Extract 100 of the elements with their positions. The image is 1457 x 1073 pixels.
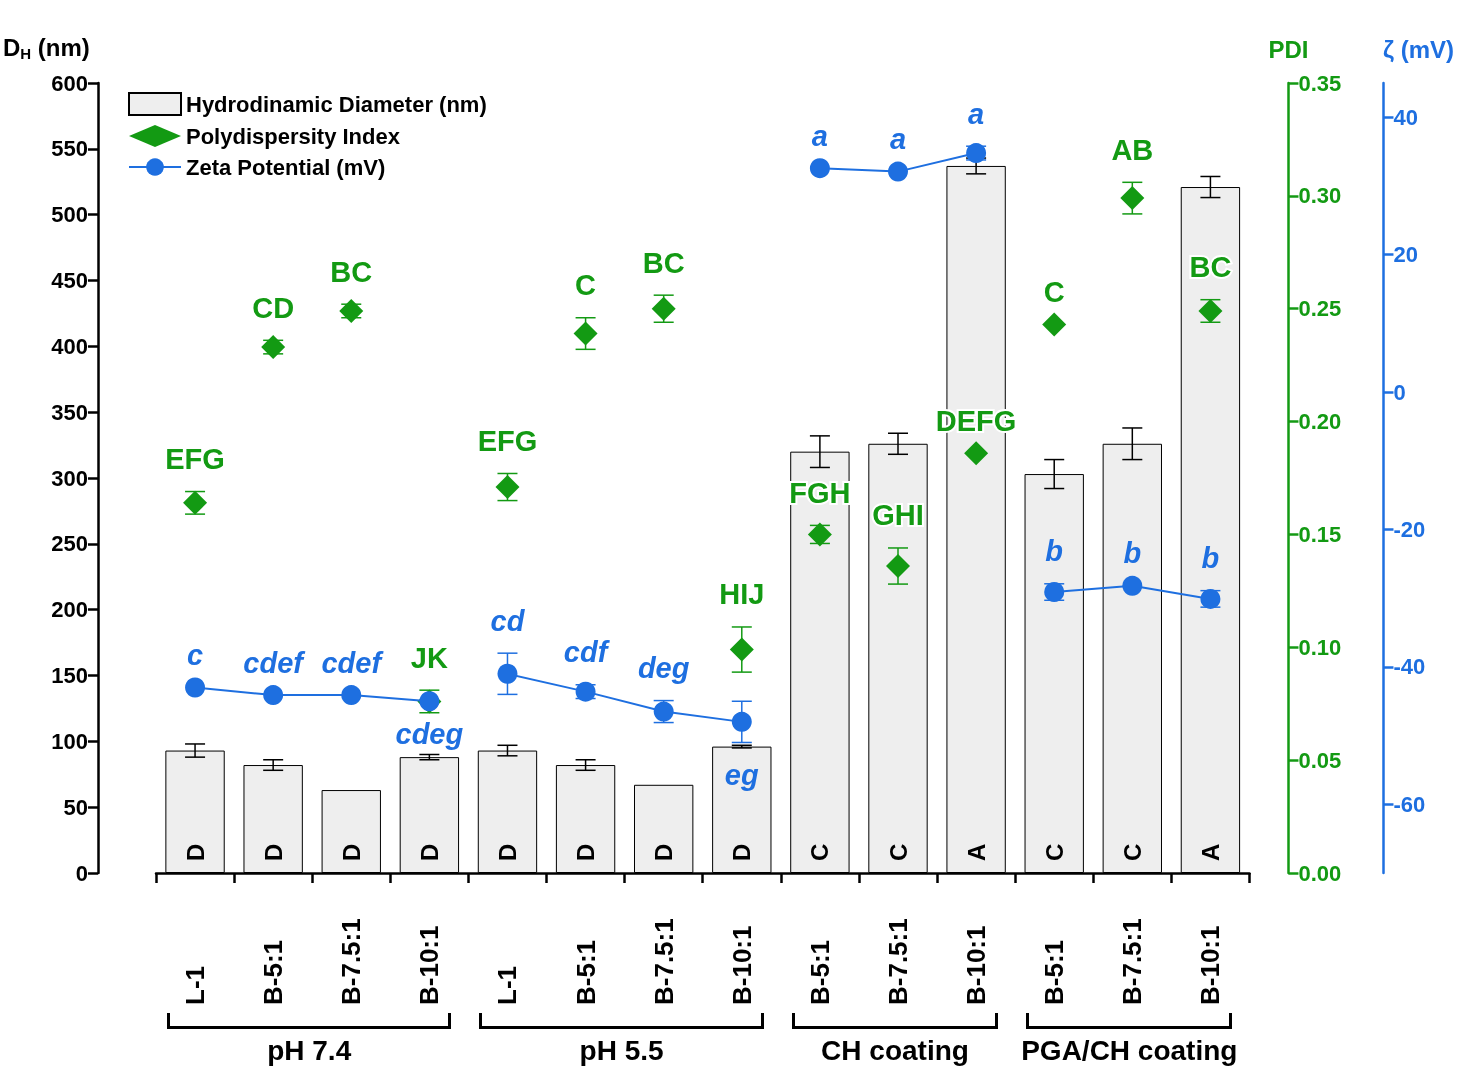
point [497,663,518,684]
y3-tick-label: 0 [1393,379,1406,405]
data-label: EFG [477,424,538,457]
data-label: D [650,843,678,861]
data-label: cd [490,604,526,637]
y-tick-label: 350 [51,399,88,425]
point [573,321,598,346]
y-tick-label: 500 [51,202,88,228]
data-label: cdef [243,646,307,679]
data-label: D [259,843,287,861]
data-label: D [572,843,600,861]
y2-tick-label: 0.00 [1298,860,1342,886]
data-label: CD [252,291,295,324]
text: pH 5.5 [578,1035,665,1067]
data-label: D [337,843,365,861]
y-tick-label: 600 [51,70,88,96]
data-label: D [415,843,443,861]
data-label: D [181,843,209,861]
y3-axis-title: ζ (mV) [1382,35,1455,63]
point [886,554,910,579]
x-tick-label: B-10:1 [726,925,757,1005]
data-label: JK [410,641,448,674]
x-tick-label: B-5:1 [258,939,289,1005]
data-label: cdef [321,646,385,679]
data-label: b [1201,542,1220,575]
x-tick-label: L-1 [492,966,523,1005]
data-label: deg [637,652,690,685]
y-tick-label: 200 [51,597,88,623]
data-label: A [962,843,990,861]
data-label: a [968,97,985,130]
data-label: BC [1189,251,1232,284]
data-label: c [186,639,204,672]
x-tick-label: B-5:1 [570,939,601,1005]
y-tick-label: 50 [63,794,88,820]
y3-tick-label: -40 [1393,654,1426,680]
y2-tick-label: 0.30 [1298,183,1342,209]
data-label: AB [1111,133,1154,166]
y3-tick-label: 20 [1393,242,1418,268]
data-label: GHI [872,499,924,532]
y2-tick-label: 0.35 [1298,70,1342,96]
data-label: cdf [563,636,611,669]
point [809,158,830,179]
x-tick-label: B-7.5:1 [1117,918,1148,1005]
point [731,711,752,732]
y-tick-label: 450 [51,268,88,293]
x-tick-label: B-5:1 [1039,939,1070,1005]
y2-tick-label: 0.20 [1298,409,1342,435]
y-tick-label: 400 [51,333,88,359]
legend-label: Polydispersity Index [186,123,401,149]
y2-tick-label: 0.15 [1298,521,1342,547]
data-label: a [811,119,828,152]
point [339,298,364,323]
data-label: b [1045,535,1064,568]
y2-tick-label: 0.05 [1298,747,1342,773]
point [1120,186,1145,211]
y-tick-label: 300 [51,465,88,491]
text: PGA/CH coating [1020,1035,1239,1067]
data-label: BC [330,255,373,288]
y-tick-label: 250 [51,531,88,557]
data-label: D [493,843,521,861]
y3-tick-label: 40 [1393,104,1418,130]
point [341,685,362,706]
point [964,441,989,466]
data-label: eg [724,758,759,791]
data-label: b [1123,537,1142,570]
y3-tick-label: -60 [1393,791,1426,817]
y2-tick-label: 0.25 [1298,296,1342,322]
point [185,677,206,698]
data-label: a [889,123,907,156]
y-tick-label: 550 [51,136,88,162]
point [888,161,908,182]
point [729,637,754,662]
data-label: C [1118,843,1146,861]
legend-label: Hydrodinamic Diameter (nm) [186,91,487,117]
data-label: C [1043,276,1065,309]
data-label: C [884,843,912,861]
data-label: C [575,269,597,302]
point [263,685,284,706]
y3-tick-label: -20 [1393,517,1426,543]
y2-axis-title: PDI [1268,35,1309,63]
x-tick-label: B-7.5:1 [648,918,679,1005]
data-label: cdeg [395,717,464,750]
text: CH coating [821,1035,969,1066]
x-tick-label: B-10:1 [414,925,445,1005]
data-label: A [1196,843,1224,861]
x-tick-label: B-10:1 [1195,925,1226,1005]
data-label: BC [642,246,685,279]
data-label: C [1040,843,1068,861]
x-tick-label: B-10:1 [961,925,992,1005]
legend-label: Zeta Potential (mV) [186,154,386,180]
y2-tick-label: 0.10 [1298,634,1342,660]
point [261,335,286,360]
data-label: C [806,843,834,861]
x-tick-label: B-7.5:1 [883,918,913,1005]
y-tick-label: 0 [75,860,88,886]
point [1122,575,1143,596]
x-tick-label: B-7.5:1 [336,918,367,1005]
data-label: FGH [789,476,851,509]
x-tick-label: B-5:1 [804,939,835,1005]
data-label: HIJ [719,578,765,611]
